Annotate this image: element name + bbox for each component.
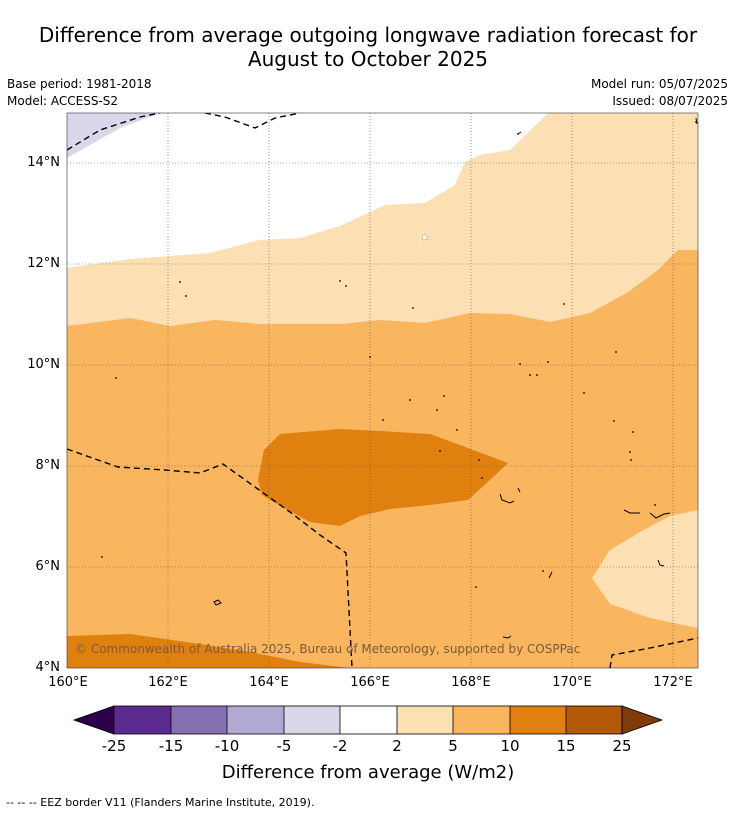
lon-label-170e: 170°E	[552, 675, 592, 690]
colorbar-high-extend	[621, 705, 664, 735]
lon-label-172e: 172°E	[653, 675, 693, 690]
eez-footnote: -- -- -- EEZ border V11 (Flanders Marine…	[6, 796, 315, 809]
islands	[101, 121, 697, 588]
lat-label-14n: 14°N	[27, 155, 60, 170]
colorbar-tick: 2	[392, 737, 402, 755]
lon-label-166e: 166°E	[350, 675, 390, 690]
colorbar-tick: 25	[612, 737, 632, 755]
band-dark-orange-center	[258, 429, 508, 526]
base-period: Base period: 1981-2018	[7, 77, 152, 91]
lon-label-168e: 168°E	[451, 675, 491, 690]
colorbar-tick: -25	[101, 737, 127, 755]
colorbar-low-extend	[72, 705, 115, 735]
title-line-1: Difference from average outgoing longwav…	[38, 23, 698, 47]
issued-date: Issued: 08/07/2025	[612, 94, 728, 108]
colorbar-swatch-8	[510, 706, 566, 734]
lat-label-4n: 4°N	[35, 660, 61, 675]
colorbar-tick: 10	[500, 737, 520, 755]
colorbar-swatch-6	[397, 706, 453, 734]
colorbar-swatch-7	[453, 706, 510, 734]
title-line-2: August to October 2025	[247, 47, 489, 71]
colorbar-tick: -2	[332, 737, 348, 755]
lat-label-8n: 8°N	[35, 458, 61, 473]
colorbar-tick: 5	[448, 737, 458, 755]
colorbar-tick: -15	[158, 737, 184, 755]
map-frame	[66, 112, 699, 669]
grid-lines	[67, 113, 698, 668]
lat-label-10n: 10°N	[27, 357, 60, 372]
lat-label-6n: 6°N	[35, 559, 61, 574]
colorbar-swatch-9	[566, 706, 622, 734]
colorbar-swatch-1	[114, 706, 171, 734]
eez-borders	[67, 113, 698, 668]
colorbar-tick: -10	[214, 737, 240, 755]
lon-label-160e: 160°E	[48, 675, 88, 690]
model-run-date: Model run: 05/07/2025	[590, 77, 728, 91]
colorbar-swatch-3	[227, 706, 284, 734]
lat-label-12n: 12°N	[27, 256, 60, 271]
band-light-purple	[67, 113, 160, 158]
colorbar-tick: 15	[556, 737, 576, 755]
band-dark-orange-south	[67, 634, 350, 668]
atoll-outlines	[213, 117, 698, 639]
colorbar	[72, 705, 664, 735]
colorbar-swatch-5	[340, 706, 397, 734]
model-name: Model: ACCESS-S2	[7, 94, 119, 108]
lon-label-164e: 164°E	[249, 675, 289, 690]
copyright-notice: © Commonwealth of Australia 2025, Bureau…	[75, 642, 581, 656]
lon-label-162e: 162°E	[148, 675, 188, 690]
colorbar-swatch-4	[284, 706, 340, 734]
colorbar-swatch-2	[171, 706, 227, 734]
colorbar-tick: -5	[276, 737, 292, 755]
colorbar-title: Difference from average (W/m2)	[221, 762, 515, 783]
